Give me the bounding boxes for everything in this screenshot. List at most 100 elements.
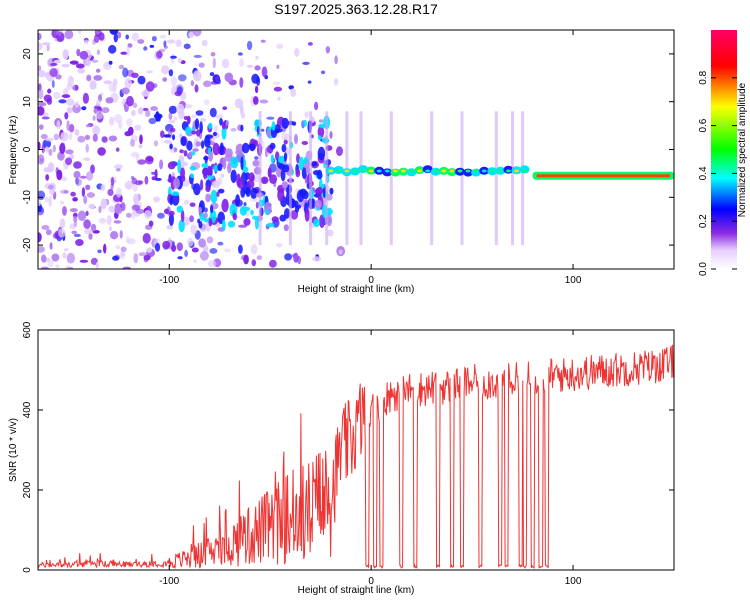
- spectrogram-cell: [189, 215, 195, 223]
- spectrogram-cell: [294, 133, 298, 145]
- spectrogram-streak: [345, 111, 349, 246]
- spectrogram-cell: [188, 31, 194, 38]
- spectrogram-cell: [168, 210, 175, 216]
- spectrogram-cell: [133, 193, 139, 205]
- spectrogram-cell: [160, 130, 165, 138]
- spectrogram-cell: [81, 187, 86, 197]
- spectrogram-cell: [209, 248, 218, 254]
- spectrogram-cell: [254, 65, 261, 71]
- spectrogram-cell: [126, 236, 130, 244]
- ridge-core: [481, 169, 487, 173]
- spectrogram-cell: [314, 199, 322, 209]
- colorbar-ticks: 0.0 0.2 0.4 0.6 0.8: [698, 70, 737, 276]
- spectrogram-cell: [224, 72, 234, 83]
- spectrogram-cell: [198, 238, 207, 248]
- snr-xtick-label: -100: [159, 576, 179, 587]
- spectrogram-cell: [44, 196, 49, 203]
- spectrogram-cell: [101, 136, 108, 143]
- ridge-core: [433, 169, 439, 173]
- spectrogram-cell: [177, 159, 182, 174]
- spectrogram-cell: [124, 78, 132, 89]
- chart-title: S197.2025.363.12.28.R17: [274, 1, 438, 17]
- spectrogram-cell: [221, 121, 226, 130]
- spectrogram-cell: [109, 116, 115, 126]
- spectrogram-cell: [149, 44, 155, 48]
- spectrogram-cell: [195, 110, 204, 116]
- snr-ytick-label: 0: [22, 567, 33, 573]
- spectrogram-cell: [227, 220, 236, 228]
- spectrogram-cell: [90, 164, 95, 174]
- spectrogram-cell: [214, 114, 224, 119]
- spectrogram-cell: [266, 130, 271, 138]
- spectrogram-cell: [154, 169, 158, 180]
- spectrogram-cell: [86, 58, 91, 67]
- spectrogram-cell: [184, 104, 193, 109]
- spectrogram-cell: [67, 75, 75, 87]
- spectrogram-cell: [215, 75, 220, 83]
- spectrogram-cell: [84, 134, 91, 140]
- spectrogram-cell: [77, 68, 85, 74]
- spectrogram-cell: [279, 214, 287, 222]
- spectrogram-cell: [221, 126, 227, 140]
- spectrogram-cell: [156, 50, 163, 59]
- spectrogram-cell: [190, 224, 198, 235]
- spectrogram-cell: [88, 203, 96, 209]
- spectrogram-cell: [98, 217, 107, 224]
- spectrogram-cell: [201, 39, 208, 47]
- spectrogram-cell: [69, 208, 78, 213]
- spectrogram-cell: [217, 163, 223, 172]
- spectrogram-cell: [251, 259, 257, 267]
- spectrogram-cell: [227, 162, 232, 174]
- snr-ylabel: SNR (10 * v/v): [8, 418, 19, 482]
- spectrogram-cell: [145, 109, 151, 118]
- spectrogram-cell: [238, 52, 243, 56]
- spectrogram-cell: [84, 228, 93, 235]
- spectrogram-cell: [170, 55, 177, 59]
- spectrogram-cell: [318, 123, 326, 128]
- spectrogram-cell: [209, 72, 215, 77]
- spectrogram-cell: [271, 121, 276, 131]
- spectrogram-cell: [76, 48, 81, 57]
- colorbar-tick-label: 0.4: [698, 166, 709, 180]
- spectrogram-cell: [159, 34, 167, 39]
- spectrogram-cell: [193, 54, 202, 58]
- spectrogram-cell: [311, 161, 318, 167]
- spectrogram-cell: [58, 99, 67, 104]
- spectrogram-streak: [258, 111, 262, 246]
- spectrogram-streak: [288, 111, 292, 246]
- spectrogram-cell: [235, 194, 241, 207]
- spectrogram-cell: [298, 156, 304, 171]
- spectrogram-cell: [253, 96, 259, 105]
- spectrogram-cell: [239, 58, 244, 67]
- spectrogram-xtick-label: 0: [368, 275, 374, 286]
- spectrogram-cell: [238, 224, 247, 228]
- spectrogram-cell: [86, 171, 94, 181]
- spectrogram-cell: [75, 178, 82, 187]
- spectrogram-cell: [38, 200, 41, 206]
- spectrogram-cell: [108, 226, 112, 232]
- spectrogram-cell: [85, 184, 91, 191]
- spectrogram-cell: [45, 229, 52, 236]
- spectrogram-cell: [116, 168, 121, 172]
- spectrogram-cell: [203, 80, 212, 88]
- ridge-segment: [358, 165, 369, 174]
- spectrogram-cell: [66, 107, 74, 114]
- spectrogram-cell: [232, 212, 237, 221]
- snr-xtick-label: 0: [368, 576, 374, 587]
- spectrogram-cell: [164, 208, 169, 215]
- spectrogram-cell: [81, 106, 87, 111]
- spectrogram-cell: [183, 115, 189, 121]
- spectrogram-cell: [212, 57, 216, 69]
- spectrogram-cell: [73, 215, 78, 223]
- spectrogram-cell: [187, 237, 194, 247]
- spectrogram-cell: [108, 44, 117, 54]
- snr-ytick-label: 400: [22, 401, 33, 418]
- spectrogram-cell: [198, 62, 205, 68]
- spectrogram-cell: [91, 59, 99, 63]
- spectrogram-cell: [106, 215, 112, 226]
- spectrogram-cell: [281, 117, 289, 129]
- spectrogram-streak: [389, 111, 393, 246]
- spectrogram-cell: [280, 169, 286, 182]
- spectrogram-cell: [198, 220, 203, 229]
- ridge-core: [328, 169, 334, 173]
